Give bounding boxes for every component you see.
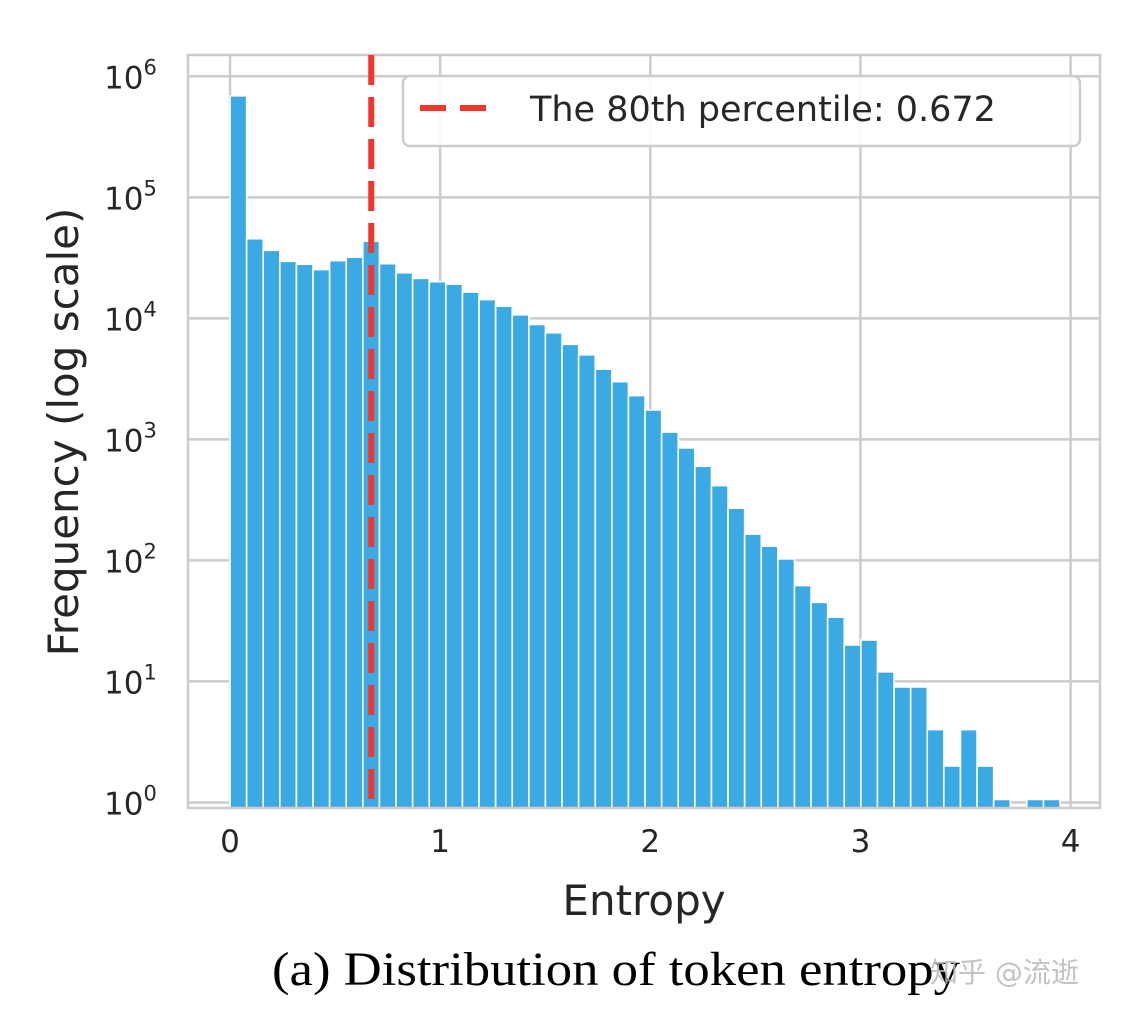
histogram-bar: [976, 765, 995, 809]
legend: The 80th percentile: 0.672: [401, 74, 1082, 148]
y-tick-exponent: 4: [143, 297, 156, 321]
histogram-bar: [627, 394, 646, 809]
histogram-bar: [777, 558, 796, 809]
histogram-bar: [793, 584, 812, 809]
histogram-bar: [810, 601, 829, 809]
y-tick-label: 103: [104, 418, 157, 459]
histogram-bar: [1026, 798, 1045, 809]
histogram-bar: [909, 686, 929, 809]
y-tick-exponent: 6: [143, 55, 156, 79]
legend-label: The 80th percentile: 0.672: [529, 90, 996, 130]
histogram-bar: [395, 271, 414, 809]
x-axis-label: Entropy: [562, 876, 725, 925]
histogram-bar: [760, 545, 779, 809]
histogram-bar: [727, 507, 746, 809]
y-tick-base: 10: [104, 786, 143, 822]
histogram-bar: [445, 283, 464, 809]
histogram-bar: [992, 798, 1012, 809]
histogram-bar: [843, 644, 862, 809]
histogram-bar: [594, 368, 613, 809]
histogram-bar: [245, 237, 265, 809]
histogram-bar: [295, 263, 314, 809]
histogram-bar: [411, 277, 431, 809]
histogram-bar: [860, 639, 879, 809]
y-tick-base: 10: [104, 181, 143, 217]
watermark: 知乎 @流逝: [930, 956, 1079, 989]
histogram-bar: [677, 447, 696, 809]
histogram-bar: [279, 260, 298, 809]
histogram-bar: [611, 380, 630, 809]
histogram-bar: [577, 353, 597, 809]
histogram-bar: [644, 409, 663, 809]
y-tick-exponent: 5: [143, 176, 156, 200]
histogram-bar: [544, 331, 563, 809]
y-tick-base: 10: [104, 665, 143, 701]
y-tick-exponent: 3: [143, 418, 156, 442]
x-tick-label: 3: [851, 824, 871, 860]
histogram-bar: [345, 256, 364, 809]
histogram-bar: [229, 95, 248, 809]
y-tick-base: 10: [104, 60, 143, 96]
y-tick-base: 10: [104, 302, 143, 338]
y-tick-exponent: 0: [143, 781, 156, 805]
y-tick-label: 104: [104, 297, 157, 338]
histogram-bar: [312, 268, 331, 809]
histogram-bar: [943, 765, 962, 809]
x-tick-label: 4: [1061, 824, 1081, 860]
histogram-bar: [826, 616, 846, 809]
histogram-bar: [743, 533, 763, 809]
histogram-bar: [694, 465, 713, 809]
y-tick-base: 10: [104, 423, 143, 459]
histogram-bar: [378, 262, 397, 809]
x-tick-label: 2: [640, 824, 660, 860]
figure-caption: (a) Distribution of token entropy: [272, 943, 960, 996]
histogram-bar: [262, 249, 281, 809]
histogram-bar: [959, 728, 978, 809]
histogram-bar: [710, 484, 729, 809]
histogram-bar: [478, 298, 497, 809]
x-tick-labels: 0 1 2 3 4: [220, 824, 1080, 860]
x-tick-label: 0: [220, 824, 240, 860]
histogram-bar: [660, 431, 680, 809]
histogram-bar: [528, 323, 547, 809]
histogram-bar: [511, 314, 530, 809]
y-tick-label: 100: [104, 781, 157, 822]
plot-frame: [186, 53, 1102, 810]
x-tick-label: 1: [430, 824, 450, 860]
legend-box: [401, 74, 1082, 148]
y-tick-exponent: 2: [143, 539, 156, 563]
histogram-bar: [876, 671, 895, 809]
histogram-bar: [461, 291, 480, 809]
histogram-bar: [893, 686, 912, 809]
histogram-bar: [561, 343, 580, 809]
histogram-bar: [328, 259, 348, 809]
y-tick-label: 106: [104, 55, 157, 96]
y-tick-label: 102: [104, 539, 157, 580]
histogram-bar: [1042, 798, 1061, 809]
histogram-bar: [926, 728, 945, 809]
histogram-bar: [494, 305, 514, 809]
y-tick-label: 105: [104, 176, 157, 217]
y-tick-exponent: 1: [143, 660, 156, 684]
y-tick-base: 10: [104, 544, 143, 580]
histogram-bar: [428, 280, 447, 809]
y-tick-label: 101: [104, 660, 157, 701]
y-axis-label: Frequency (log scale): [39, 208, 88, 657]
